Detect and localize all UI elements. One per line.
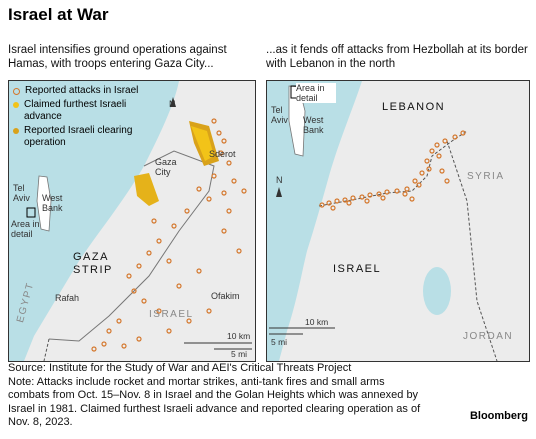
lebanon-map: Area in detail Tel Aviv West Bank LEBANO…	[266, 80, 530, 362]
legend-item-clearing: Reported Israeli clearing operation	[13, 125, 141, 149]
chart-title: Israel at War	[8, 5, 109, 24]
sea	[9, 81, 255, 361]
legend-label: Reported attacks in Israel	[25, 85, 139, 96]
golan-border	[446, 140, 498, 361]
egypt-border	[43, 338, 50, 361]
north-arrow-icon	[170, 97, 176, 107]
legend-item-advance: Claimed furthest Israeli advance	[13, 99, 141, 123]
city-label-tel-aviv: Tel Aviv	[271, 105, 288, 125]
city-label-ofakim: Ofakim	[211, 291, 240, 301]
dot-icon	[13, 128, 19, 134]
gaza-map: Reported attacks in Israel Claimed furth…	[8, 80, 256, 362]
inset-area-box	[26, 207, 36, 218]
scale-label-mi: 5 mi	[271, 337, 288, 347]
inset-israel	[36, 175, 52, 232]
lebanon-map-svg	[267, 81, 498, 361]
brand-logo: Bloomberg	[469, 410, 528, 422]
north-label: N	[169, 99, 176, 109]
region-label-gaza-strip: GAZA STRIP	[73, 251, 113, 276]
legend-item-attacks: Reported attacks in Israel	[13, 85, 141, 97]
right-subtitle: ...as it fends off attacks from Hezbolla…	[266, 44, 528, 70]
north-label: N	[276, 175, 283, 185]
country-label-israel: ISRAEL	[149, 309, 194, 320]
legend: Reported attacks in Israel Claimed furth…	[13, 85, 141, 151]
attack-points	[91, 118, 247, 352]
footnote: Note: Attacks include rocket and mortar …	[8, 375, 421, 429]
advance-zone-central	[134, 173, 159, 206]
attack-points	[319, 130, 466, 211]
legend-label: Claimed furthest Israeli advance	[24, 99, 127, 122]
gaza-map-svg	[9, 81, 255, 361]
city-label-rafah: Rafah	[55, 293, 80, 303]
country-label-israel: ISRAEL	[333, 263, 382, 275]
country-label-lebanon: LEBANON	[382, 101, 446, 113]
advance-zone-north-light	[191, 126, 214, 161]
city-label-sderot: Sderot	[209, 149, 236, 159]
area-in-detail-label: Area in detail	[296, 83, 336, 103]
left-subtitle: Israel intensifies ground operations aga…	[8, 44, 227, 70]
scale-label-km: 10 km	[227, 331, 251, 341]
gaza-strip-outline	[48, 150, 215, 342]
area-in-detail-label: Area in detail	[11, 219, 40, 239]
country-label-jordan: JORDAN	[463, 331, 514, 342]
north-arrow-icon	[276, 187, 282, 197]
dot-icon	[13, 102, 19, 108]
sea-of-galilee	[423, 267, 451, 315]
ring-icon	[13, 88, 20, 95]
sea	[267, 81, 362, 361]
legend-label: Reported Israeli clearing operation	[24, 125, 133, 148]
region-label-west-bank: West Bank	[42, 193, 63, 213]
scale-label-mi: 5 mi	[231, 349, 248, 359]
city-label-tel-aviv: Tel Aviv	[13, 183, 30, 203]
source-note: Source: Institute for the Study of War a…	[8, 362, 352, 374]
lebanon-israel-border	[318, 130, 468, 207]
city-label-gaza-city: Gaza City	[155, 157, 177, 177]
region-label-west-bank: West Bank	[303, 115, 324, 135]
scale-label-km: 10 km	[305, 317, 329, 327]
country-label-syria: SYRIA	[467, 171, 505, 182]
footer: Source: Institute for the Study of War a…	[8, 362, 428, 430]
